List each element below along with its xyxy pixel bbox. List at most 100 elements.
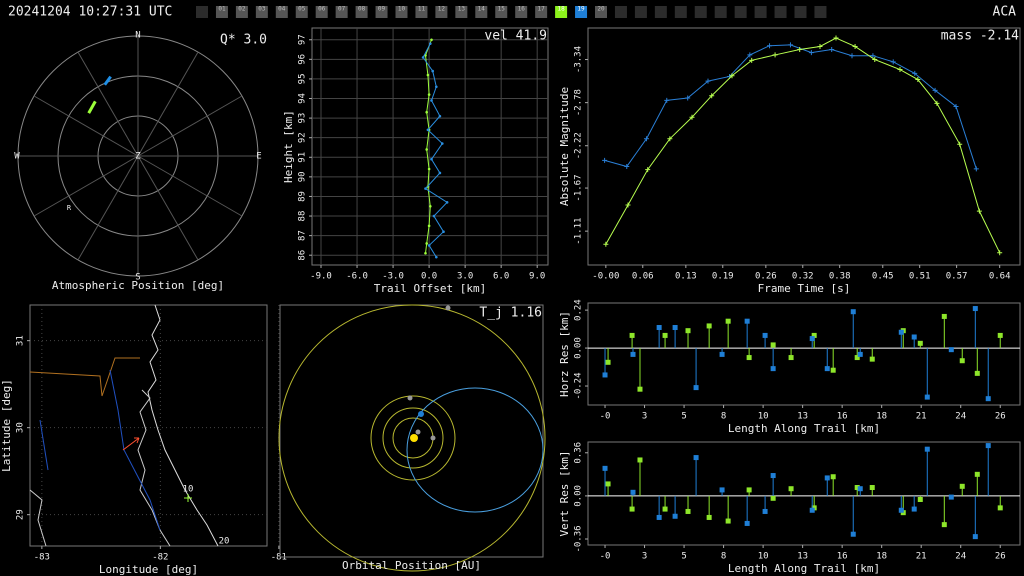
point [897,67,903,73]
point [787,42,793,48]
station-marker [184,494,192,502]
camera-label: 04 [278,6,286,13]
point [959,358,965,364]
point [788,486,794,492]
series-line [604,44,977,169]
x-tick-label: 3 [642,552,647,562]
point [445,201,449,204]
x-tick-label: 16 [837,412,848,422]
camera-box [295,6,308,18]
radial-line [137,51,199,157]
camera-box [196,6,208,18]
y-tick-label: -2.22 [574,132,584,159]
point [809,336,815,342]
direction-label: N [135,31,140,41]
point [629,506,635,512]
planet-orbit [370,395,456,481]
point [693,455,699,461]
point [830,367,836,373]
y-tick-label: 87 [298,230,308,241]
camera-box [375,6,388,18]
x-tick-label: -3.0 [382,272,404,282]
camera-box [535,6,548,18]
station-label: 20 [219,537,230,547]
camera-label: 17 [538,6,546,13]
point [662,506,668,512]
point [637,386,643,392]
coastline [147,304,219,547]
point [857,351,863,357]
point [706,323,712,329]
point [857,486,863,492]
direction-label: E [256,152,261,162]
point [667,136,673,142]
point [973,166,979,172]
point [709,93,715,99]
planet [415,429,421,435]
camera-box [435,6,448,18]
planet [407,395,413,401]
x-tick-label: 10 [758,412,769,422]
point [997,332,1003,338]
point [770,366,776,372]
point [438,171,442,175]
station-code: ACA [993,5,1017,20]
x-tick-label: 9.0 [529,272,545,282]
camera-box [634,6,647,18]
point [824,475,830,481]
camera-label: 15 [498,6,506,13]
camera-box [614,6,627,18]
point [788,355,794,361]
y-axis-title: Absolute Magnitude [558,87,571,206]
y-tick-label: -0.36 [574,525,584,552]
point [870,53,876,59]
camera-box [575,6,588,18]
radial-line [77,155,139,261]
y-tick-label: 94 [298,93,308,104]
point [605,481,611,487]
radial-line [77,51,139,157]
camera-box [335,6,348,18]
point [972,306,978,312]
camera-label: 06 [318,6,326,13]
x-tick-label: -0 [600,412,611,422]
point [421,56,425,59]
point [957,141,963,147]
point [915,77,921,83]
point [424,251,427,255]
point [438,114,442,118]
camera-label: 03 [258,6,266,13]
point [959,483,965,489]
x-tick-label: 0.06 [632,272,654,282]
x-tick-label: 13 [797,412,808,422]
x-tick-label: -82 [152,553,168,563]
point [917,340,923,346]
x-tick-label: 10 [758,552,769,562]
point [427,224,431,228]
sky-track [87,100,97,114]
x-tick-label: 24 [955,412,966,422]
point [645,167,651,173]
point [744,318,750,324]
x-axis-title: Orbital Position [AU] [342,559,481,572]
point [441,142,444,145]
point [953,103,959,109]
x-tick-label: 24 [955,552,966,562]
camera-label: 19 [577,6,585,13]
point [974,471,980,477]
state-border [29,357,140,397]
point [602,372,608,378]
point [890,59,896,65]
x-tick-label: 26 [995,552,1006,562]
x-tick-label: 5 [681,412,686,422]
x-axis-title: Length Along Trail [km] [728,562,880,575]
point [630,351,636,357]
point [911,334,917,340]
point [872,57,878,63]
camera-label: 13 [458,6,466,13]
camera-box [255,6,268,18]
y-tick-label: 91 [298,152,308,163]
point [772,52,778,58]
trail-arrow [122,437,140,451]
plot-frame [311,27,549,266]
